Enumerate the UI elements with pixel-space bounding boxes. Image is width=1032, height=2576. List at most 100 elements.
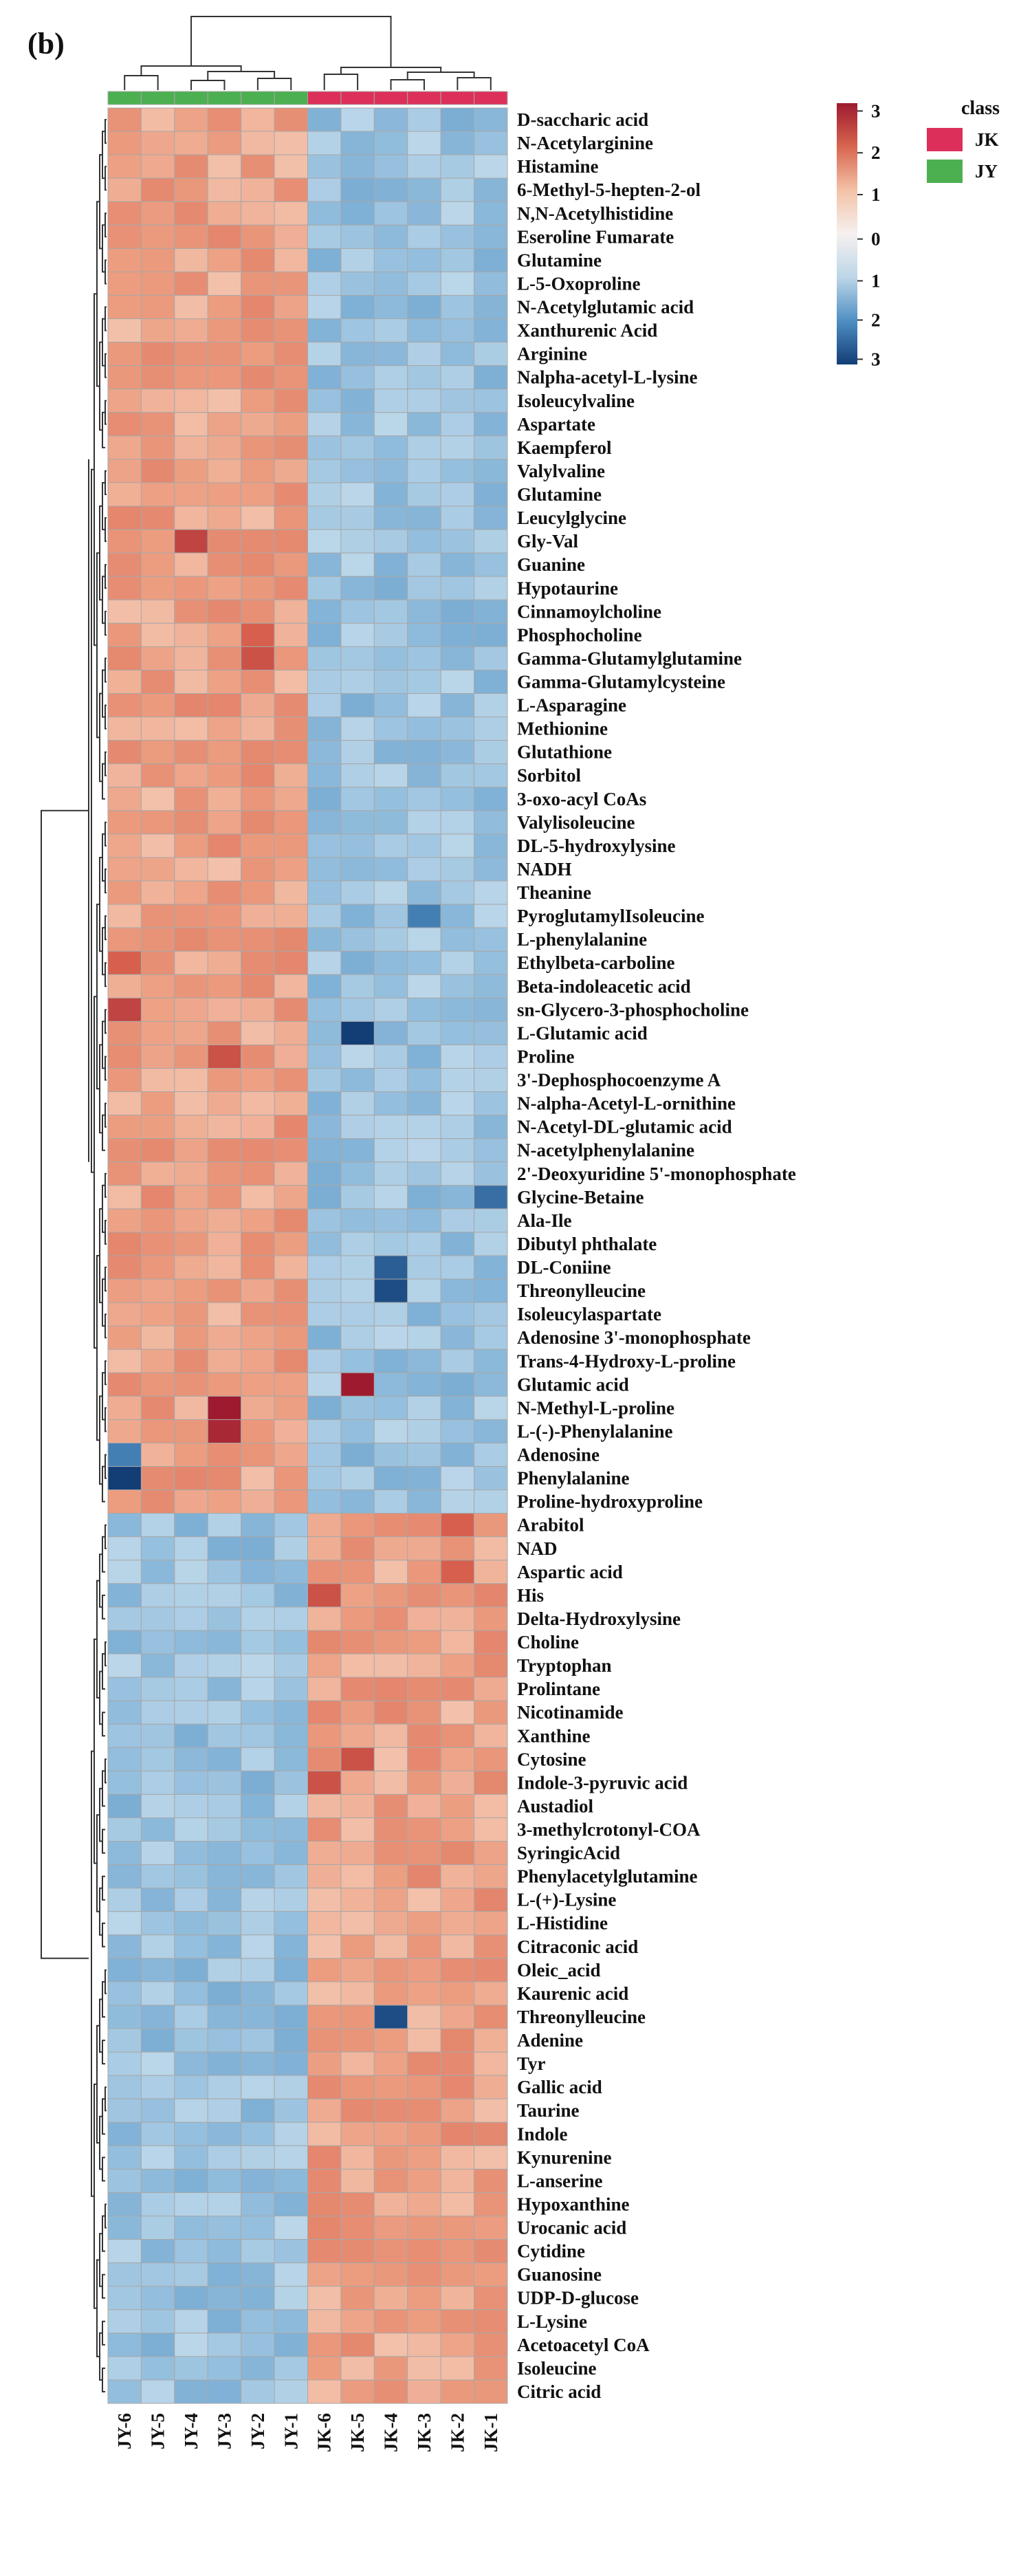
heatmap-cell (107, 1677, 142, 1701)
heatmap-cell (207, 154, 242, 179)
heatmap-cell (107, 1723, 142, 1748)
dendrogram-branch (105, 962, 107, 987)
heatmap-cell (340, 2121, 375, 2146)
heatmap-cell (307, 1653, 342, 1678)
heatmap-cell (407, 2216, 441, 2240)
heatmap-cell (474, 2098, 508, 2123)
row-label: UDP-D-glucose (517, 2288, 639, 2308)
heatmap-cell (440, 1793, 475, 1818)
heatmap-cell (307, 2216, 342, 2240)
heatmap-cell (407, 271, 441, 296)
heatmap-cell (174, 1466, 208, 1491)
heatmap-cell (474, 2216, 508, 2240)
heatmap-cell (241, 646, 275, 670)
heatmap-cell (440, 1817, 475, 1842)
heatmap-cell (340, 2005, 375, 2029)
heatmap-cell (373, 1888, 408, 1912)
heatmap-cell (340, 1442, 375, 1467)
heatmap-cell (140, 1653, 175, 1678)
heatmap-cell (274, 1653, 308, 1678)
heatmap-cell (474, 1466, 508, 1491)
row-label: His (517, 1585, 544, 1606)
heatmap-cell (274, 622, 308, 647)
dendrogram-branch (105, 821, 107, 847)
heatmap-cell (274, 505, 308, 530)
heatmap-cell (274, 1208, 308, 1233)
heatmap-cell (140, 1349, 175, 1373)
heatmap-cell (474, 763, 508, 788)
column-label: JK-5 (347, 2413, 368, 2452)
dendrogram-branch (105, 869, 107, 894)
row-label: Adenine (517, 2030, 583, 2051)
heatmap-cell (174, 1677, 208, 1701)
heatmap-cell (373, 904, 408, 928)
heatmap-cell (241, 201, 275, 226)
heatmap-cell (407, 1653, 441, 1678)
heatmap-cell (307, 1700, 342, 1725)
heatmap-cell (107, 1395, 142, 1420)
heatmap-cell (241, 599, 275, 624)
heatmap-cell (174, 576, 208, 600)
heatmap-cell (274, 997, 308, 1022)
heatmap-cell (107, 1466, 142, 1491)
heatmap-cell (207, 1723, 242, 1748)
heatmap-cell (140, 224, 175, 249)
heatmap-cell (373, 717, 408, 741)
row-label: Urocanic acid (517, 2218, 626, 2238)
dendrogram-branch (105, 353, 107, 378)
heatmap-cell (174, 2216, 208, 2240)
heatmap-cell (107, 1161, 142, 1186)
heatmap-cell (407, 1606, 441, 1631)
dendrogram-branch (105, 1407, 107, 1432)
heatmap-cell (140, 2239, 175, 2264)
heatmap-cell (140, 505, 175, 530)
heatmap-cell (407, 177, 441, 202)
heatmap-cell (140, 2379, 175, 2404)
heatmap-cell (241, 552, 275, 577)
heatmap-cell (174, 248, 208, 272)
heatmap-cell (474, 1653, 508, 1678)
heatmap-cell (207, 2192, 242, 2217)
row-label: L-Lysine (517, 2311, 587, 2332)
heatmap-cell (407, 1232, 441, 1256)
heatmap-cell (274, 529, 308, 554)
heatmap-cell (440, 248, 475, 272)
heatmap-cell (107, 2309, 142, 2334)
heatmap-cell (140, 1841, 175, 1866)
heatmap-cell (107, 1020, 142, 1045)
heatmap-cell (207, 2239, 242, 2264)
heatmap-cell (407, 1138, 441, 1163)
heatmap-cell (107, 1091, 142, 1116)
heatmap-cell (274, 1841, 308, 1866)
heatmap-cell (207, 1044, 242, 1069)
heatmap-cell (274, 1560, 308, 1584)
heatmap-cell (407, 2356, 441, 2381)
heatmap-cell (340, 271, 375, 296)
heatmap-cell (474, 880, 508, 905)
heatmap-cell (373, 740, 408, 765)
heatmap-cell (307, 435, 342, 460)
row-label: Beta-indoleacetic acid (517, 976, 691, 996)
heatmap-cell (407, 1489, 441, 1514)
heatmap-cell (407, 974, 441, 998)
column-label: JK-1 (481, 2413, 501, 2452)
heatmap-cell (107, 2051, 142, 2076)
heatmap-cell (373, 1817, 408, 1842)
heatmap-cell (340, 646, 375, 670)
heatmap-cell (274, 435, 308, 460)
dendrogram-branch (102, 1594, 105, 1619)
heatmap-cell (407, 787, 441, 811)
heatmap-cell (340, 1161, 375, 1186)
heatmap-cell (340, 1700, 375, 1725)
heatmap-cell (274, 717, 308, 741)
heatmap-cell (307, 646, 342, 670)
heatmap-cell (241, 482, 275, 507)
heatmap-cell (274, 1606, 308, 1631)
heatmap-cell (407, 1419, 441, 1443)
heatmap-cell (407, 763, 441, 788)
heatmap-cell (307, 1934, 342, 1959)
heatmap-cell (407, 201, 441, 226)
heatmap-cell (407, 950, 441, 975)
heatmap-cell (307, 857, 342, 882)
heatmap-cell (274, 459, 308, 483)
